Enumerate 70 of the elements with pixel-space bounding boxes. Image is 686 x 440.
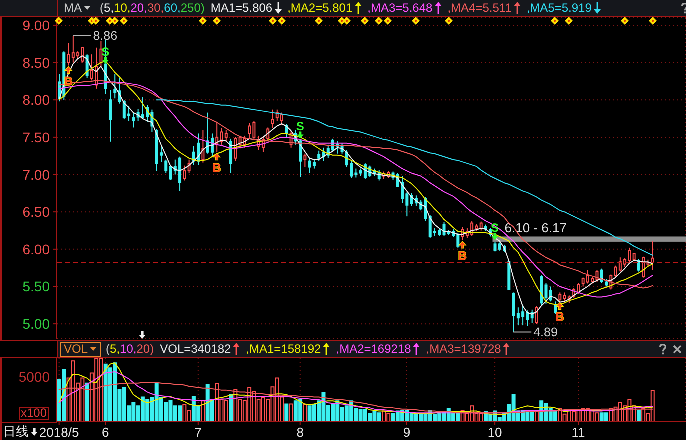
point bbox=[213, 153, 221, 161]
series-label: B bbox=[458, 248, 468, 263]
legend-title: MA bbox=[64, 1, 82, 15]
y-tick-label: 5.00 bbox=[22, 316, 50, 332]
point bbox=[556, 302, 564, 310]
candlestick bbox=[271, 109, 274, 129]
candlestick bbox=[164, 159, 168, 174]
legend-title: VOL bbox=[64, 342, 88, 356]
series-label: S bbox=[296, 120, 304, 134]
point bbox=[64, 66, 72, 74]
bar bbox=[284, 404, 289, 422]
point bbox=[492, 233, 499, 240]
text: 5000 bbox=[18, 368, 50, 384]
legend-label: MA1=5.806 bbox=[210, 1, 273, 15]
candlestick bbox=[132, 112, 136, 128]
x-tick-label: 7 bbox=[194, 425, 202, 440]
annotation: 4.89 bbox=[534, 325, 558, 340]
candlestick bbox=[637, 258, 640, 272]
x-tick-label: 9 bbox=[403, 425, 411, 440]
legend-label: ,MA3=5.648 bbox=[368, 1, 433, 15]
y-tick-label: 8.00 bbox=[22, 92, 50, 108]
candlestick bbox=[230, 138, 233, 174]
y-tick-label: 6.50 bbox=[22, 204, 50, 220]
legend-label: ,MA2=169218 bbox=[336, 342, 412, 356]
bar bbox=[636, 410, 641, 422]
chart-subtitle: (5,10,20) bbox=[106, 342, 154, 356]
candlestick bbox=[549, 286, 552, 302]
bar bbox=[289, 404, 294, 422]
y-tick-label: 5.50 bbox=[22, 278, 50, 295]
text: B bbox=[212, 160, 222, 175]
text: B bbox=[556, 310, 564, 324]
y-tick-label: 9.00 bbox=[22, 17, 50, 34]
y-tick-label: 7.50 bbox=[22, 129, 50, 146]
candlestick bbox=[108, 90, 112, 142]
x-tick-label: 8 bbox=[296, 425, 304, 440]
x-tick-label: 6 bbox=[102, 425, 110, 440]
bar bbox=[85, 382, 90, 422]
y-axis-title: x100 bbox=[19, 406, 49, 420]
legend-label: ,MA1=158192 bbox=[246, 342, 322, 356]
candlestick bbox=[304, 153, 307, 168]
text: (5,10,20,30,60,250) bbox=[100, 1, 205, 15]
candlestick bbox=[183, 165, 186, 182]
x-tick-label: 2018/5 bbox=[39, 425, 80, 440]
point bbox=[102, 57, 110, 64]
annotation: 8.86 bbox=[93, 28, 118, 43]
y-tick-label: 6.00 bbox=[22, 241, 50, 258]
candlestick bbox=[318, 150, 321, 162]
legend-label: ,MA5=5.919 bbox=[526, 1, 592, 15]
candlestick bbox=[114, 73, 117, 100]
legend-label: ,MA3=139728 bbox=[426, 342, 502, 356]
text: 日线 bbox=[3, 422, 29, 440]
legend-label: VOL=340182 bbox=[160, 342, 232, 356]
legend-label: ,MA2=5.801 bbox=[288, 1, 353, 15]
bar bbox=[215, 383, 220, 422]
bar bbox=[303, 404, 308, 422]
candlestick bbox=[248, 122, 252, 140]
point bbox=[296, 132, 304, 139]
x-tick-label: 10 bbox=[488, 425, 502, 440]
bar bbox=[229, 394, 234, 422]
point bbox=[458, 241, 466, 249]
y-tick-label: 8.50 bbox=[22, 54, 50, 71]
legend-label: ,MA4=5.511 bbox=[448, 1, 512, 15]
bar bbox=[201, 400, 206, 422]
x-tick-label: 11 bbox=[572, 425, 586, 440]
candlestick bbox=[651, 240, 654, 271]
candlestick bbox=[535, 306, 538, 325]
y-tick-label: 7.00 bbox=[22, 166, 50, 183]
bar bbox=[642, 408, 646, 422]
candlestick bbox=[224, 129, 228, 142]
candlestick bbox=[100, 40, 103, 68]
